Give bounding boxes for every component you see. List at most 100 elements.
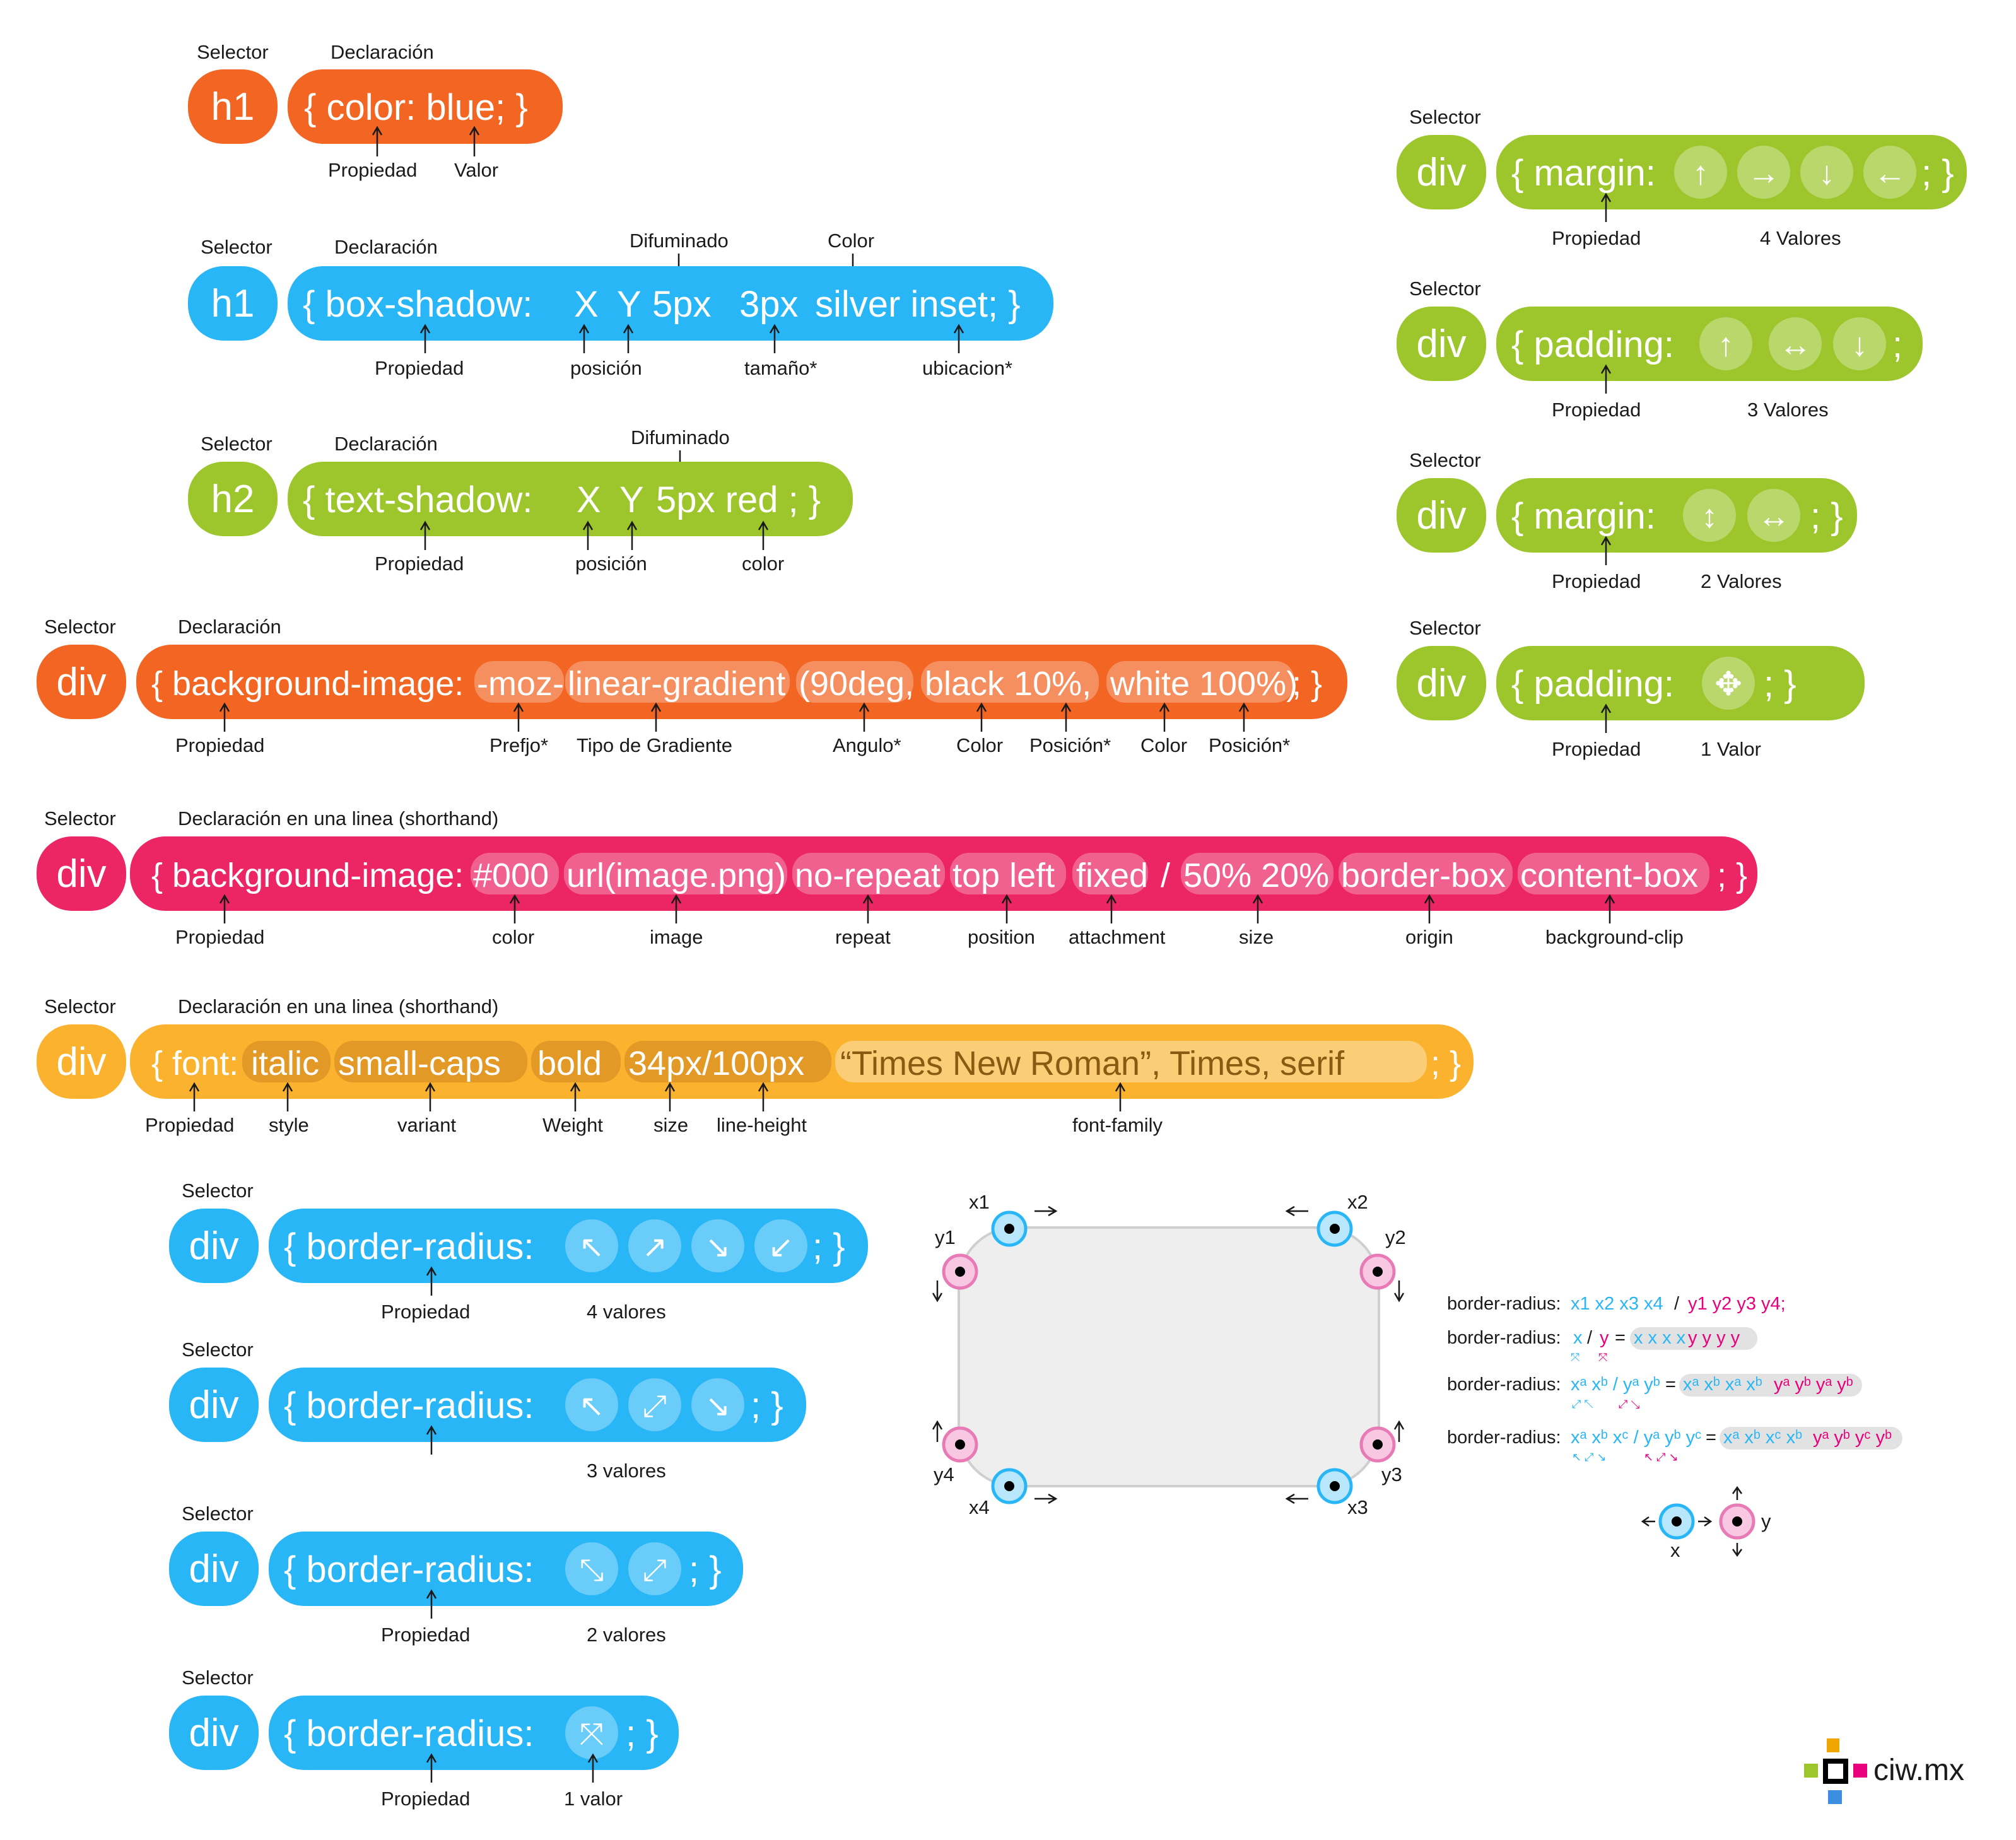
corner-arrows-icon: ⤢ ↖ — [1572, 1398, 1593, 1410]
arrow-up — [570, 1082, 581, 1111]
arrow-down-icon: ↓ — [1819, 155, 1835, 192]
property-text: { padding: — [1511, 324, 1674, 365]
corner-arrows-icon: ⤢ ↘ — [1619, 1398, 1640, 1410]
selector-text: h1 — [211, 85, 255, 129]
declaration-label: Declaración — [331, 41, 434, 63]
count-label: 4 valores — [587, 1301, 666, 1323]
family-token: “Times New Roman”, Times, serif — [840, 1045, 1345, 1082]
row-background-shorthand: Selector Declaración en una linea (short… — [37, 807, 1757, 948]
token-bg — [1181, 853, 1333, 894]
logo-square-bottom — [1828, 1790, 1842, 1804]
token-bg — [565, 661, 790, 703]
repeat-label: repeat — [835, 926, 891, 948]
selector-pill — [37, 645, 126, 719]
arrow-up — [1115, 1082, 1126, 1111]
x3-label: x3 — [1347, 1496, 1368, 1518]
arrow-left-icon — [1285, 1493, 1308, 1504]
weight-token: bold — [537, 1045, 602, 1082]
selector-text: div — [56, 660, 106, 704]
selector-label: Selector — [201, 236, 273, 258]
formula-result-y: yᵃ yᵇ yᵃ yᵇ — [1774, 1374, 1853, 1395]
arrow-right-icon — [1034, 1205, 1058, 1217]
arrow-up — [426, 1589, 437, 1619]
angle-token: (90deg, — [799, 665, 914, 703]
color-label: Color — [1140, 734, 1187, 756]
declaration-pill — [130, 836, 1757, 911]
property-label: Propiedad — [175, 734, 264, 756]
brand-name: ciw.mx — [1873, 1754, 1964, 1787]
selector-pill — [169, 1368, 259, 1442]
arrow-up — [671, 894, 682, 923]
selector-label: Selector — [182, 1503, 254, 1525]
variant-token: small-caps — [338, 1045, 501, 1082]
formula-y: y — [1600, 1328, 1609, 1348]
formula-result-x: xᵃ xᵇ xᶜ xᵇ — [1723, 1427, 1802, 1448]
selector-pill — [188, 462, 278, 536]
formula-prefix: border-radius: — [1447, 1427, 1561, 1448]
corner-y3 — [1359, 1426, 1396, 1463]
selector-pill — [1397, 478, 1486, 553]
selector-label: Selector — [1409, 106, 1481, 128]
arrow-down-icon: ↓ — [1851, 327, 1868, 363]
line-height-label: line-height — [717, 1114, 807, 1136]
declaration-pill — [130, 1024, 1474, 1099]
property-label: Propiedad — [381, 1788, 470, 1810]
property-label: Propiedad — [1552, 738, 1641, 760]
handle-dot — [1672, 1516, 1682, 1526]
close-token: ; } — [1921, 153, 1954, 194]
selector-label: Selector — [1409, 617, 1481, 639]
declaration-pill — [288, 266, 1053, 341]
token-bg — [531, 1041, 621, 1082]
arrow-up — [953, 324, 964, 353]
selector-label: Selector — [1409, 449, 1481, 471]
value-circle — [1800, 146, 1853, 199]
formula-result-y: yᵃ yᵇ yᶜ yᵇ — [1813, 1427, 1892, 1448]
selector-pill — [37, 836, 126, 911]
arrow-up — [1600, 536, 1612, 565]
xy-legend: x y — [1641, 1485, 1771, 1561]
token-bg — [835, 1041, 1427, 1082]
formula-result-y: y y y y — [1688, 1328, 1740, 1348]
property-text: { margin: — [1511, 496, 1656, 537]
position-token: top left — [952, 857, 1055, 894]
position-label: posición — [575, 553, 647, 575]
arrow-up — [189, 1082, 200, 1111]
arrow-up-icon — [932, 1420, 943, 1442]
selector-text: div — [1416, 662, 1466, 705]
font-family-label: font-family — [1072, 1114, 1163, 1136]
formula-left: xᵃ xᵇ / yᵃ yᵇ — [1571, 1374, 1660, 1395]
property-label: Propiedad — [175, 926, 264, 948]
value-circle — [1737, 146, 1790, 199]
corner-x3 — [1316, 1468, 1353, 1504]
property-label: Propiedad — [1552, 399, 1641, 421]
declaration-pill — [1496, 646, 1865, 720]
arrow-up — [758, 520, 769, 550]
rounded-box — [958, 1226, 1380, 1487]
formula-separator: / — [1587, 1328, 1593, 1348]
declaration-pill — [288, 462, 853, 536]
value-circle — [1702, 657, 1755, 710]
color-token: #000 — [473, 857, 549, 894]
arrow-se-icon: ↘ — [705, 1231, 730, 1264]
arrow-down-icon — [1393, 1280, 1405, 1303]
property-text: { border-radius: — [284, 1713, 534, 1754]
count-label: 2 Valores — [1701, 570, 1782, 592]
prefix-label: Prefjo* — [489, 734, 548, 756]
legend-x-label: x — [1670, 1539, 1680, 1561]
selector-label: Selector — [182, 1180, 254, 1202]
property-label: Propiedad — [375, 553, 464, 575]
arrow-horizontal-icon: ↔ — [1757, 498, 1790, 535]
arrow-up-icon — [1393, 1420, 1405, 1442]
declaration-pill — [1496, 135, 1967, 209]
arrow-up — [1600, 703, 1612, 733]
close-token: ; } — [689, 1549, 722, 1590]
count-label: 1 valor — [564, 1788, 623, 1810]
declaration-pill — [269, 1368, 806, 1442]
arrow-up — [419, 520, 431, 550]
arrow-up — [1604, 894, 1615, 923]
row-box-shadow: Selector Declaración Difuminado Color h1… — [188, 230, 1053, 379]
arrow-up — [1060, 702, 1072, 732]
row-font-shorthand: Selector Declaración en una linea (short… — [37, 995, 1474, 1136]
size-token: 50% 20% — [1183, 857, 1329, 894]
inset-label: ubicacion* — [922, 357, 1012, 379]
